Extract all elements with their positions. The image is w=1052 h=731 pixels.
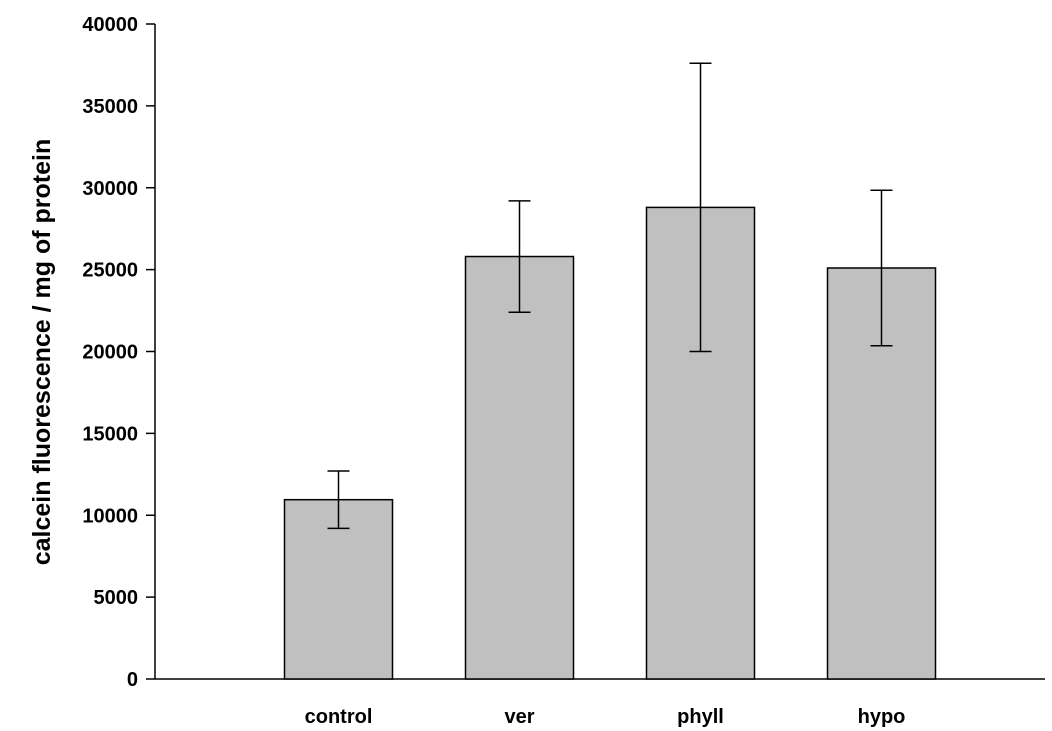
- error-bars: [327, 62, 893, 530]
- error-bar-control: [327, 470, 350, 530]
- x-axis: control ver phyll hypo: [155, 678, 1045, 728]
- bars: [283, 206, 937, 680]
- x-tick-label-hypo: hypo: [858, 706, 906, 728]
- x-tick-label-phyll: phyll: [677, 706, 724, 728]
- y-tick-label: 20000: [82, 342, 138, 364]
- error-bar-ver: [508, 200, 531, 313]
- y-tick-label: 10000: [82, 505, 138, 527]
- y-tick-label: 40000: [82, 14, 138, 36]
- y-tick-label: 25000: [82, 260, 138, 282]
- y-axis: 0 5000 10000 15000 20000 25000 30000 35000 40000: [82, 14, 156, 691]
- bar-control: [283, 498, 394, 680]
- y-tick-label: 15000: [82, 423, 138, 445]
- error-bar-phyll: [689, 62, 712, 353]
- y-tick-label: 5000: [94, 587, 139, 609]
- error-bar-hypo: [870, 189, 893, 347]
- x-tick-label-control: control: [305, 706, 373, 728]
- x-tick-label-ver: ver: [504, 706, 534, 728]
- y-tick-label: 30000: [82, 178, 138, 200]
- y-tick-label: 35000: [82, 96, 138, 118]
- bar-ver: [464, 255, 575, 680]
- y-tick-label: 0: [127, 669, 138, 691]
- y-axis-title: calcein fluorescence / mg of protein: [28, 139, 56, 566]
